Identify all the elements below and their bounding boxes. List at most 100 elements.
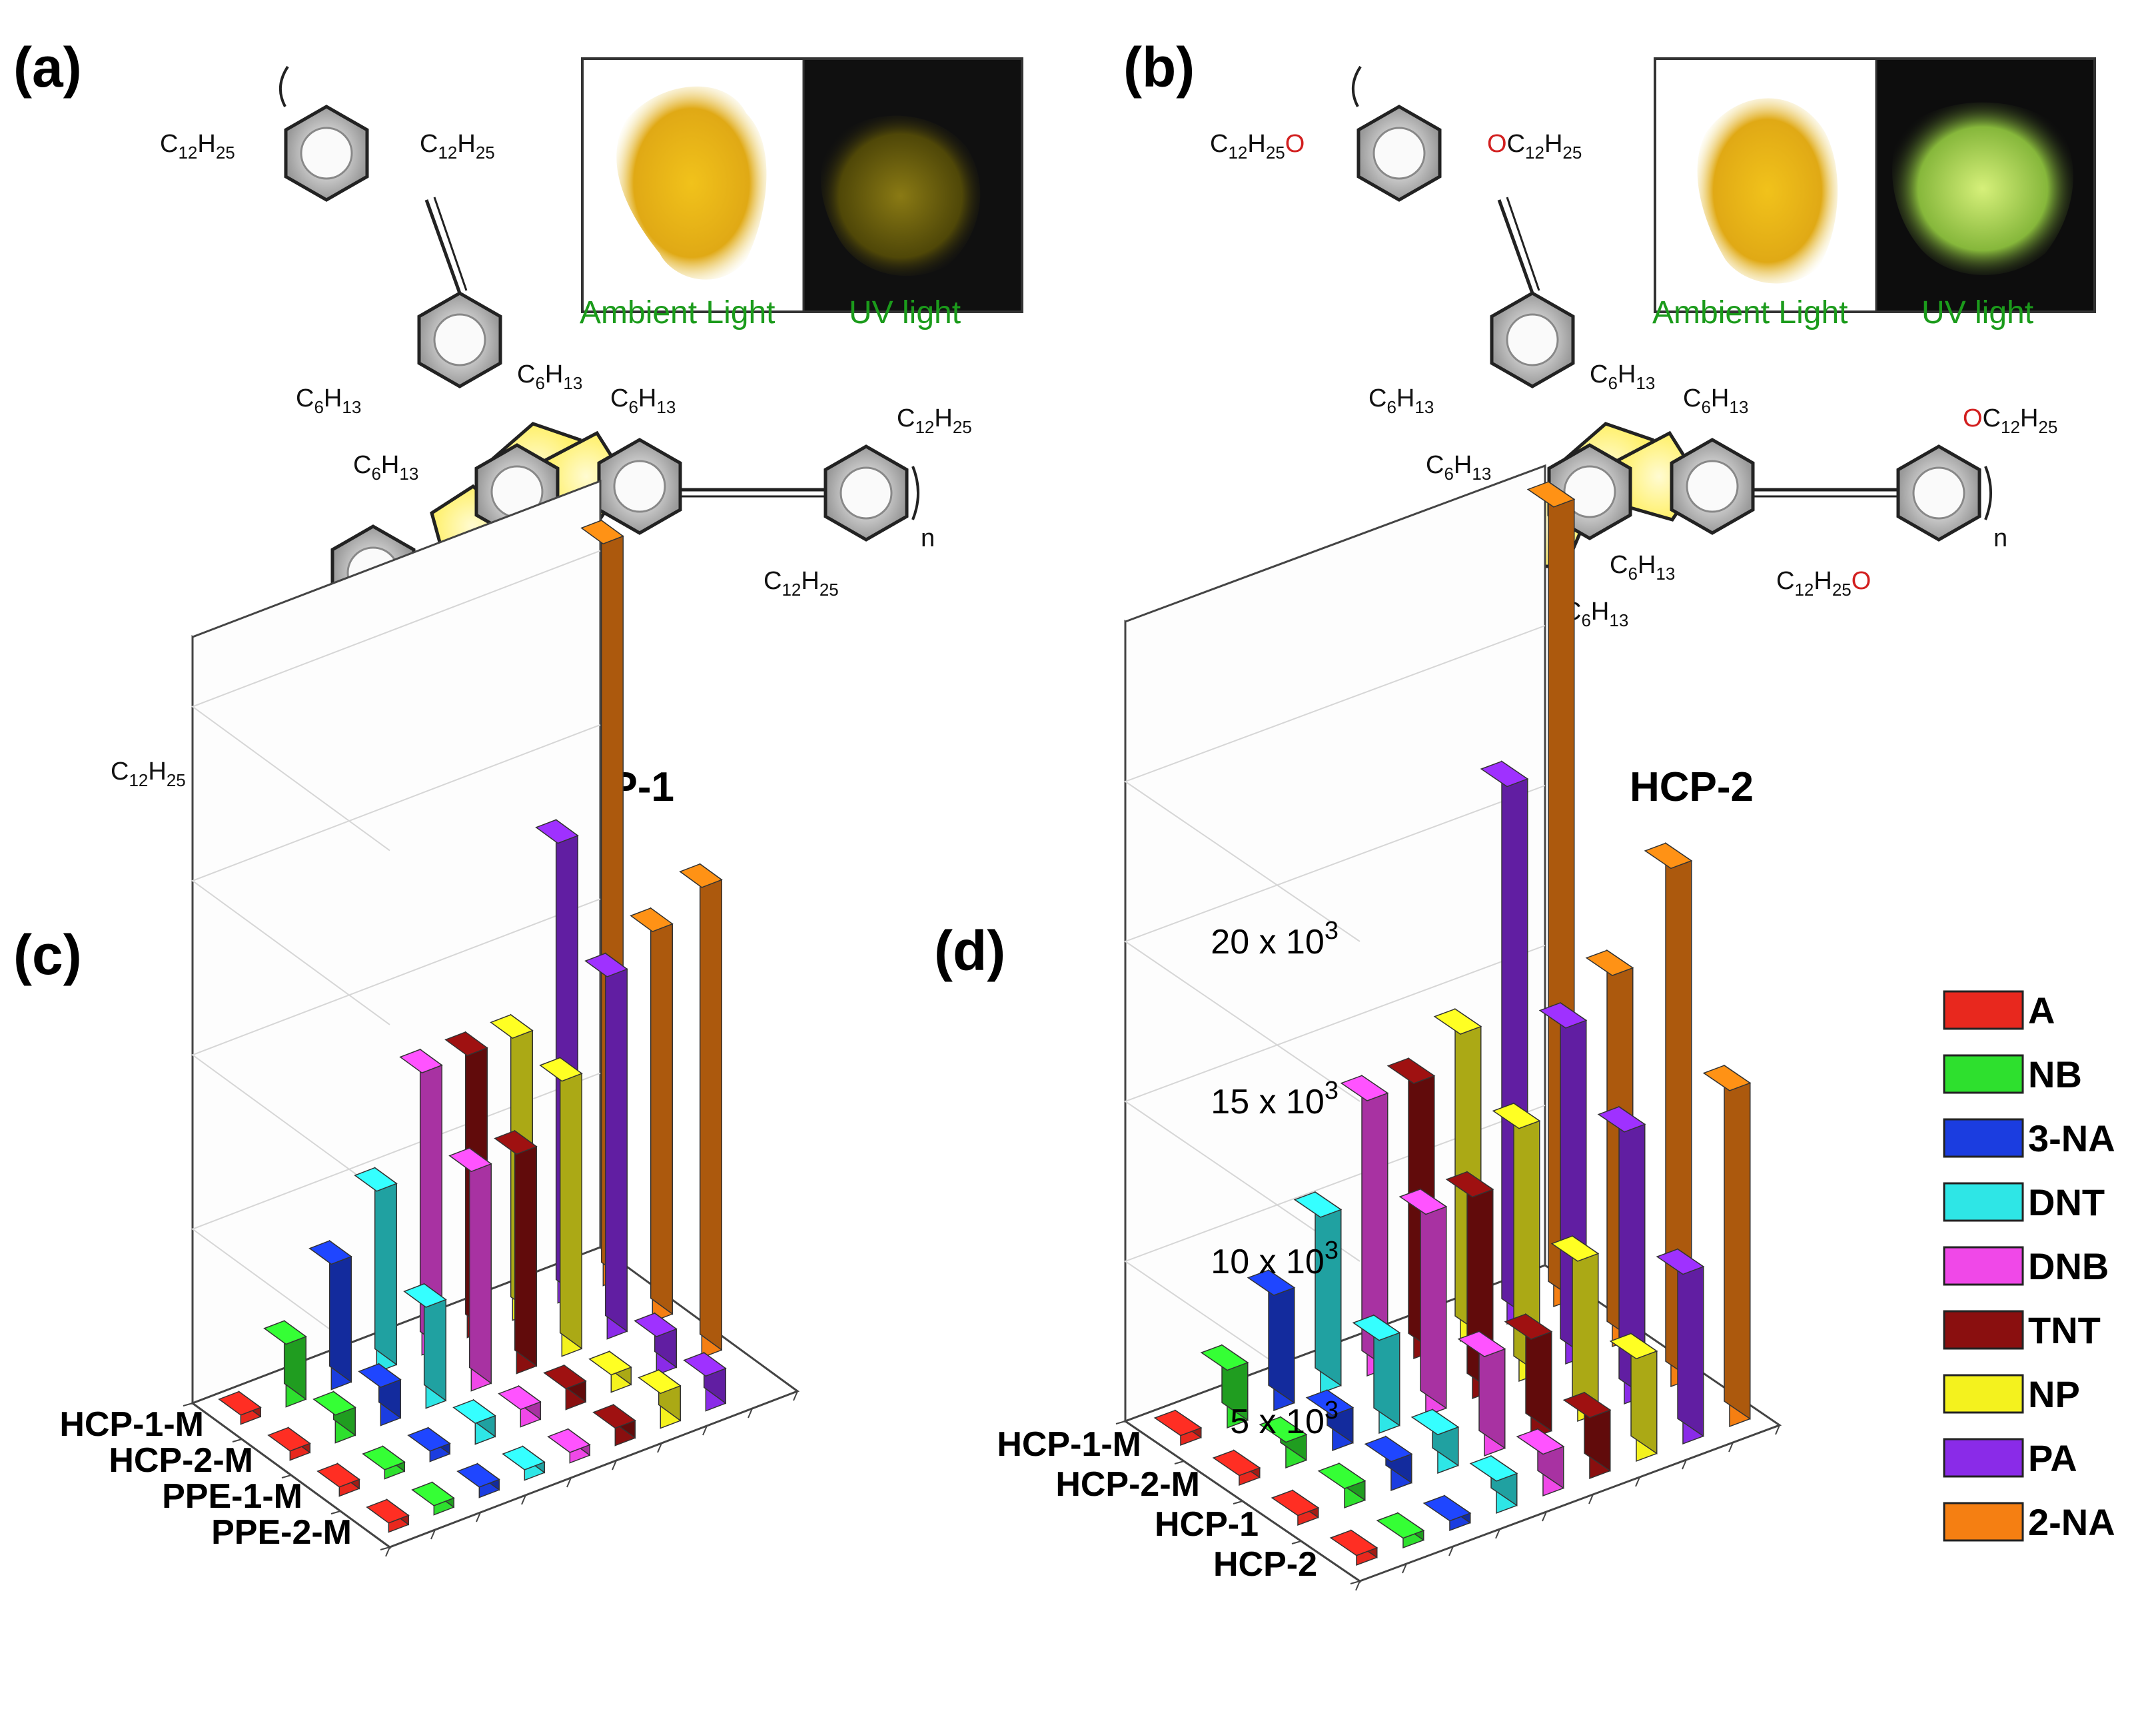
bar-top-face	[354, 1167, 398, 1192]
bar-HCP-2-M-NP	[539, 1056, 583, 1357]
legend-swatch	[1943, 1502, 2024, 1542]
row-tick	[183, 1403, 193, 1407]
bar-top-face	[1212, 1449, 1261, 1476]
bar-top-face	[1526, 481, 1576, 508]
x-tick	[612, 1460, 617, 1470]
bar-PPE-1-M-2-NA	[679, 863, 723, 1359]
bar-PPE-2-M-NB	[411, 1481, 455, 1516]
row-tick	[330, 1510, 341, 1514]
bar-side-face	[468, 1147, 492, 1385]
gridline	[1123, 785, 1546, 1102]
bar-PPE-2-M-DNT	[502, 1445, 546, 1481]
bar-PPE-2-M-DNB	[547, 1428, 591, 1464]
bar-top-face	[502, 1445, 546, 1470]
bar-top-face	[1305, 1389, 1354, 1416]
bar-top-face	[1271, 1489, 1320, 1516]
bar-PPE-1-M-TNT	[543, 1364, 587, 1411]
bar-HCP-1-NB	[1317, 1462, 1366, 1508]
hcp1-c12h25-label: C12H25	[764, 567, 839, 600]
bar-top-face	[1293, 1191, 1343, 1218]
x-tick	[1775, 1425, 1780, 1435]
hcp1-repeat-n: n	[921, 524, 935, 552]
bar-top-face	[592, 1404, 636, 1429]
legend-label: A	[2028, 989, 2055, 1031]
bar-top-face	[263, 1320, 307, 1345]
legend-label: NB	[2028, 1053, 2082, 1095]
bar-top-face	[399, 1049, 443, 1074]
bar-top-face	[452, 1399, 496, 1425]
row-label: HCP-1-M	[997, 1425, 1141, 1464]
hcp1-c12h25-label: C12H25	[111, 758, 186, 790]
x-tick	[521, 1494, 526, 1505]
x-tick	[1355, 1580, 1360, 1591]
bar-top-face	[535, 819, 579, 844]
hcp1-c6h13-label: C6H13	[610, 384, 676, 417]
legend-swatch	[1943, 1118, 2024, 1158]
x-tick	[1635, 1476, 1640, 1487]
bar-HCP-2-M-3-NA	[358, 1363, 402, 1427]
bar-PPE-1-M-NP	[588, 1350, 632, 1393]
bar-top-face	[1247, 1269, 1296, 1296]
bar-top-face	[1386, 1057, 1436, 1084]
bar-top-face	[358, 1363, 402, 1388]
bar-top-face	[494, 1130, 538, 1155]
legend: A NB 3-NA DNT DNB TNT NP PA 2-NA	[1943, 989, 2115, 1543]
hcp1-c12h25-label: C12H25	[420, 130, 495, 163]
bar-top-face	[547, 1428, 591, 1453]
ambient-powder-sample	[1697, 98, 1838, 284]
bar-HCP-2-M-NB	[312, 1391, 356, 1444]
bar-top-face	[1469, 1455, 1518, 1482]
bar-top-face	[584, 952, 628, 977]
bar-side-face	[1677, 1248, 1704, 1437]
bar-HCP-1-M-NB	[1200, 1344, 1249, 1429]
bar-HCP-1-DNT	[1410, 1409, 1460, 1474]
bar-top-face	[1550, 1235, 1600, 1262]
bar-side-face	[1315, 1191, 1342, 1387]
hcp2-c6h13-label: C6H13	[1426, 451, 1491, 484]
bar-side-face	[374, 1167, 397, 1366]
x-tick	[748, 1408, 753, 1419]
hcp2-repeat-n: n	[1993, 524, 2007, 552]
bar-PPE-1-M-3-NA	[407, 1427, 451, 1462]
bar-HCP-1-M-DNT	[1293, 1191, 1343, 1394]
bar-top-face	[1609, 1333, 1658, 1360]
bar-top-face	[580, 520, 624, 545]
legend-label: DNT	[2028, 1181, 2105, 1223]
bar-PPE-1-M-DNB	[498, 1385, 542, 1428]
uv-light-caption: UV light	[849, 295, 961, 330]
hcp2-oc12h25-label: C12H25O	[1210, 130, 1305, 163]
bar-HCP-2-M-A	[1212, 1449, 1261, 1486]
bar-HCP-2-M-PA	[584, 952, 628, 1340]
bar-HCP-2-PA	[1656, 1248, 1705, 1444]
bar-top-face	[630, 907, 674, 932]
hcp2-oc12h25-label: C12H25O	[1776, 567, 1871, 600]
bar-HCP-2-M-DNT	[403, 1283, 447, 1409]
bar-top-face	[539, 1057, 583, 1082]
bar-top-face	[1480, 760, 1529, 788]
x-tick	[657, 1442, 662, 1453]
bar-HCP-1-A	[1271, 1489, 1320, 1526]
bar-top-face	[1259, 1416, 1308, 1443]
bar-top-face	[1504, 1313, 1553, 1340]
bar-PPE-1-M-NB	[362, 1445, 406, 1480]
x-tick	[1542, 1511, 1547, 1522]
bar-top-face	[1410, 1409, 1460, 1436]
row-tick	[1233, 1500, 1243, 1504]
bar-side-face	[604, 952, 628, 1333]
legend-label: 3-NA	[2028, 1117, 2115, 1159]
gridline	[191, 1072, 601, 1374]
legend-label: 2-NA	[2028, 1501, 2115, 1543]
hcp2-c6h13-label: C6H13	[1590, 360, 1655, 393]
hcp2-oc12h25-label: OC12H25	[1963, 404, 2057, 437]
bar-HCP-2-3-NA	[1422, 1494, 1472, 1531]
bar-top-face	[1340, 1075, 1389, 1101]
row-label: HCP-2-M	[1055, 1465, 1200, 1504]
row-label: HCP-1-M	[59, 1405, 204, 1444]
bar-top-face	[638, 1369, 682, 1395]
bar-top-face	[1200, 1344, 1249, 1371]
x-tick	[1495, 1528, 1500, 1539]
bar-top-face	[1433, 1008, 1482, 1035]
bar-top-face	[1644, 842, 1693, 869]
